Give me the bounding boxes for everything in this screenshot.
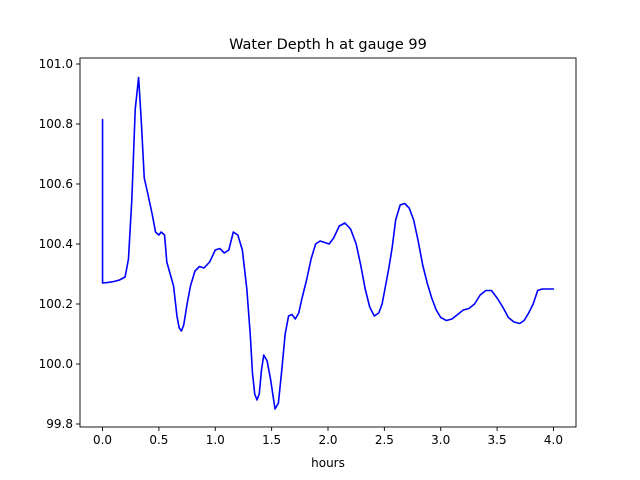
y-tick-label: 100.2: [39, 297, 73, 311]
chart-title: Water Depth h at gauge 99: [229, 37, 427, 53]
x-tick-label: 1.0: [206, 433, 225, 447]
y-tick-label: 101.0: [39, 57, 73, 71]
x-axis-ticks: 0.0 0.5 1.0 1.5 2.0 2.5 3.0 3.5 4.0: [93, 427, 563, 447]
x-tick-label: 1.5: [262, 433, 281, 447]
series-line-0: [101, 76, 555, 410]
x-tick-label: 2.5: [375, 433, 394, 447]
y-tick-label: 100.8: [39, 117, 73, 131]
y-tick-label: 100.4: [39, 237, 73, 251]
x-tick-label: 3.5: [488, 433, 507, 447]
y-tick-label: 99.8: [46, 417, 73, 431]
x-tick-label: 4.0: [544, 433, 563, 447]
x-tick-label: 0.0: [93, 433, 112, 447]
x-tick-label: 0.5: [149, 433, 168, 447]
y-tick-label: 100.6: [39, 177, 73, 191]
x-tick-label: 2.0: [318, 433, 337, 447]
x-axis-label: hours: [311, 456, 345, 470]
y-tick-label: 100.0: [39, 357, 73, 371]
x-tick-label: 3.0: [431, 433, 450, 447]
y-axis-ticks: 99.8 100.0 100.2 100.4 100.6 100.8 101.0: [39, 57, 80, 431]
